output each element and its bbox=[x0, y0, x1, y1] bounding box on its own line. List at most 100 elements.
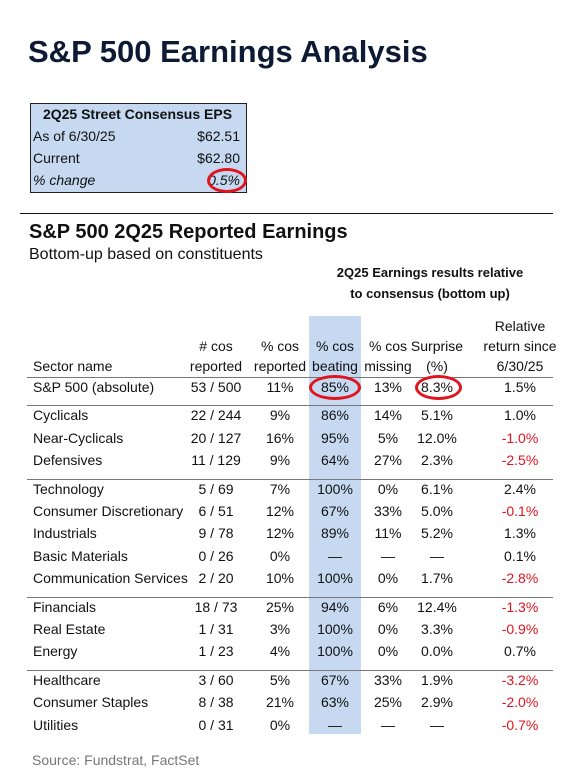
table-title: S&P 500 2Q25 Reported Earnings bbox=[29, 221, 348, 243]
sector-name: Consumer Discretionary bbox=[33, 503, 184, 519]
cell: 100% bbox=[317, 621, 353, 637]
cell: 53 / 500 bbox=[190, 379, 242, 395]
title: S&P 500 Earnings Analysis bbox=[28, 34, 428, 69]
cell: 12.0% bbox=[417, 429, 457, 446]
cell: -2.8% bbox=[501, 570, 539, 587]
column-header: Relative bbox=[494, 318, 546, 334]
cell: 67% bbox=[320, 503, 350, 519]
cell: 11% bbox=[266, 379, 294, 395]
cell: 0.1% bbox=[504, 547, 536, 564]
sector-name: Financials bbox=[33, 598, 97, 615]
cell: 9 / 78 bbox=[198, 525, 234, 542]
cell: 7% bbox=[269, 480, 291, 497]
cell: 9% bbox=[269, 407, 291, 424]
highlight-ring bbox=[207, 168, 247, 193]
cell: 95% bbox=[320, 429, 350, 446]
cell: 27% bbox=[373, 452, 403, 469]
consensus-label: As of 6/30/25 bbox=[33, 128, 116, 144]
group-rule bbox=[27, 478, 553, 480]
highlight-ring bbox=[309, 375, 361, 400]
sector-name: Utilities bbox=[33, 716, 79, 733]
cell: — bbox=[381, 547, 395, 564]
column-header: Sector name bbox=[33, 358, 113, 374]
cell: 5.0% bbox=[421, 503, 453, 519]
cell: — bbox=[328, 547, 342, 564]
group-rule bbox=[27, 405, 553, 407]
cell: — bbox=[328, 716, 342, 733]
cell: 0% bbox=[377, 643, 399, 660]
cell: 0% bbox=[269, 716, 291, 733]
column-header: reported bbox=[189, 358, 243, 374]
consensus-label: % change bbox=[33, 172, 96, 188]
cell: 11 / 129 bbox=[191, 452, 241, 469]
sector-name: Energy bbox=[33, 643, 78, 660]
cell: 1.3% bbox=[504, 525, 536, 542]
divider bbox=[20, 213, 553, 214]
cell: 67% bbox=[320, 671, 350, 688]
cell: 89% bbox=[320, 525, 350, 542]
cell: -0.9% bbox=[501, 621, 539, 637]
cell: 12% bbox=[265, 503, 295, 519]
cell: 0% bbox=[377, 621, 399, 637]
cell: 63% bbox=[320, 694, 350, 711]
header-rule bbox=[27, 377, 553, 378]
cell: 2.4% bbox=[504, 480, 536, 497]
cell: -1.0% bbox=[501, 429, 539, 446]
cell: 2.9% bbox=[421, 694, 453, 711]
cell: 9% bbox=[269, 452, 291, 469]
cell: 12.4% bbox=[417, 598, 457, 615]
column-header: % cos bbox=[368, 338, 408, 354]
sector-name: Technology bbox=[33, 480, 104, 497]
cell: 4% bbox=[269, 643, 291, 660]
cell: 1.0% bbox=[504, 407, 536, 424]
sector-name: Cyclicals bbox=[33, 407, 89, 424]
consensus-label: Current bbox=[33, 150, 80, 166]
cell: 2.3% bbox=[421, 452, 453, 469]
consensus-value: $62.80 bbox=[197, 150, 240, 166]
cell: 1 / 31 bbox=[198, 621, 234, 637]
cell: 100% bbox=[317, 480, 353, 497]
cell: — bbox=[430, 547, 444, 564]
cell: 12% bbox=[265, 525, 295, 542]
cell: 64% bbox=[320, 452, 350, 469]
cell: 1.5% bbox=[504, 379, 536, 395]
cell: 100% bbox=[317, 570, 353, 587]
cell: 94% bbox=[320, 598, 350, 615]
highlight-ring bbox=[415, 375, 462, 400]
table-subtitle: Bottom-up based on constituents bbox=[29, 246, 263, 263]
cell: -0.1% bbox=[501, 503, 539, 519]
sector-name: Consumer Staples bbox=[33, 694, 149, 711]
cell: 14% bbox=[373, 407, 403, 424]
cell: — bbox=[381, 716, 395, 733]
column-header: missing bbox=[364, 358, 412, 374]
source: Source: Fundstrat, FactSet bbox=[32, 752, 200, 768]
cell: 5% bbox=[269, 671, 291, 688]
cell: 3% bbox=[269, 621, 291, 637]
column-header: % cos bbox=[315, 338, 355, 354]
cell: 0% bbox=[269, 547, 291, 564]
cell: 1.9% bbox=[421, 671, 453, 688]
column-header: beating bbox=[312, 358, 358, 374]
cell: 33% bbox=[373, 671, 403, 688]
cell: 21% bbox=[265, 694, 295, 711]
cell: 6 / 51 bbox=[198, 503, 234, 519]
cell: 1 / 23 bbox=[198, 643, 234, 660]
sector-name: Industrials bbox=[33, 525, 97, 542]
cell: -0.7% bbox=[501, 716, 539, 733]
cell: 6% bbox=[377, 598, 399, 615]
cell: 100% bbox=[317, 643, 353, 660]
cell: -2.5% bbox=[501, 452, 539, 469]
cell: 16% bbox=[265, 429, 295, 446]
sector-name: Near-Cyclicals bbox=[33, 429, 124, 446]
column-header: # cos bbox=[199, 338, 233, 354]
cell: 20 / 127 bbox=[190, 429, 242, 446]
column-header: reported bbox=[253, 358, 307, 374]
cell: 10% bbox=[265, 570, 295, 587]
cell: 0 / 31 bbox=[198, 716, 234, 733]
cell: 18 / 73 bbox=[194, 598, 238, 615]
group-header: to consensus (bottom up) bbox=[350, 286, 510, 301]
cell: 5 / 69 bbox=[198, 480, 234, 497]
cell: 3.3% bbox=[421, 621, 453, 637]
cell: 25% bbox=[373, 694, 403, 711]
cell: -1.3% bbox=[501, 598, 539, 615]
